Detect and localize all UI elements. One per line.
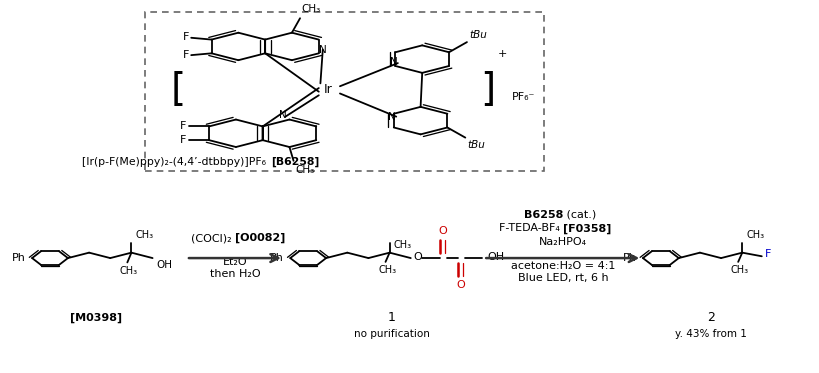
Text: N: N [278, 110, 287, 120]
Text: CH₃: CH₃ [745, 230, 763, 240]
Text: [Ir(p-F(Me)ppy)₂-(4,4’-dtbbpy)]PF₆: [Ir(p-F(Me)ppy)₂-(4,4’-dtbbpy)]PF₆ [83, 157, 269, 167]
Text: [: [ [170, 71, 185, 109]
Text: F: F [764, 250, 771, 260]
Text: [B6258]: [B6258] [271, 157, 319, 167]
Text: tBu: tBu [468, 29, 486, 40]
Text: Ir: Ir [324, 83, 333, 96]
Text: OH: OH [486, 253, 504, 262]
Text: then H₂O: then H₂O [210, 269, 260, 279]
Text: F: F [179, 135, 186, 145]
Text: [F0358]: [F0358] [563, 223, 611, 233]
Text: CH₃: CH₃ [135, 230, 153, 240]
Text: N: N [390, 57, 397, 68]
Text: +: + [497, 49, 507, 59]
Text: y. 43% from 1: y. 43% from 1 [675, 329, 746, 339]
Text: ]: ] [479, 71, 495, 109]
Text: CH₃: CH₃ [730, 266, 748, 276]
Text: no purification: no purification [354, 329, 429, 339]
Text: CH₃: CH₃ [120, 266, 138, 276]
Text: N: N [388, 112, 396, 122]
Text: F: F [179, 121, 186, 131]
Text: Ph: Ph [11, 253, 25, 263]
Text: PF₆⁻: PF₆⁻ [511, 92, 535, 102]
Text: [M0398]: [M0398] [70, 313, 122, 323]
Text: 1: 1 [387, 311, 396, 324]
Text: CH₃: CH₃ [378, 266, 396, 276]
Text: F: F [182, 32, 188, 43]
Text: acetone:H₂O = 4:1: acetone:H₂O = 4:1 [510, 261, 614, 271]
Text: O: O [413, 253, 421, 262]
Text: Et₂O: Et₂O [222, 257, 247, 267]
Text: 2: 2 [707, 311, 714, 324]
Text: B6258: B6258 [523, 210, 563, 220]
Text: O: O [455, 280, 464, 290]
Text: (COCl)₂: (COCl)₂ [191, 233, 234, 243]
Text: Ph: Ph [269, 253, 283, 263]
Text: (cat.): (cat.) [563, 210, 595, 220]
Text: tBu: tBu [467, 140, 485, 150]
Text: CH₃: CH₃ [301, 4, 320, 14]
Text: CH₃: CH₃ [393, 240, 411, 250]
Text: Na₂HPO₄: Na₂HPO₄ [538, 237, 586, 247]
Text: N: N [319, 45, 326, 55]
Text: Ph: Ph [622, 253, 636, 263]
Text: CH₃: CH₃ [295, 165, 314, 175]
Text: [O0082]: [O0082] [234, 233, 285, 243]
Text: F-TEDA-BF₄: F-TEDA-BF₄ [498, 223, 563, 233]
Text: OH: OH [156, 260, 173, 270]
Text: O: O [437, 226, 446, 236]
Text: F: F [182, 50, 188, 60]
Text: Blue LED, rt, 6 h: Blue LED, rt, 6 h [517, 273, 608, 283]
